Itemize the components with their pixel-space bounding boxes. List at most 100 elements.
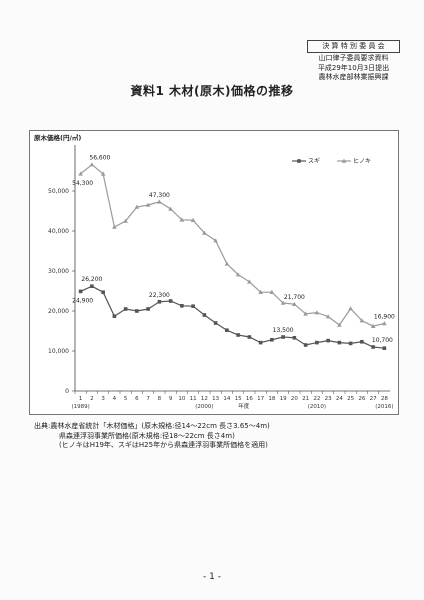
data-point-sugi [157, 300, 162, 304]
data-point-hinoki [314, 310, 320, 315]
data-point-sugi [292, 336, 297, 340]
x-tick-label: 2 [90, 396, 94, 402]
data-point-sugi [180, 304, 184, 308]
x-tick-label: 25 [347, 396, 354, 402]
era-label: (2016) [375, 404, 393, 410]
data-label: 22,300 [149, 292, 170, 299]
data-point-sugi [213, 321, 218, 325]
x-tick-label: 7 [146, 396, 150, 402]
data-point-sugi [146, 307, 150, 311]
data-point-hinoki [179, 217, 185, 222]
data-point-sugi [191, 304, 195, 308]
data-point-hinoki [258, 289, 263, 294]
committee-name: 決 算 特 別 委 員 会 [307, 40, 400, 54]
x-tick-label: 20 [291, 396, 298, 402]
x-tick-label: 16 [246, 396, 253, 402]
series-line-hinoki [80, 163, 385, 327]
legend-label: ヒノキ [353, 158, 371, 165]
data-point-sugi [112, 314, 117, 318]
y-tick-label: 0 [65, 388, 69, 395]
data-label: 47,300 [149, 192, 170, 199]
x-tick-label: 10 [178, 396, 185, 402]
y-tick-label: 40,000 [48, 228, 69, 235]
legend-marker-sugi [297, 159, 301, 163]
data-point-sugi [168, 299, 173, 303]
data-point-hinoki [235, 272, 241, 277]
y-axis-label: 原木価格(円/㎥) [34, 133, 81, 142]
data-point-hinoki [145, 202, 151, 207]
data-point-sugi [348, 341, 353, 346]
data-point-hinoki [190, 217, 196, 222]
data-label: 13,500 [273, 327, 294, 334]
data-label: 26,200 [81, 276, 102, 283]
x-tick-label: 23 [325, 396, 332, 402]
data-point-hinoki [89, 162, 95, 167]
data-point-sugi [303, 343, 308, 347]
data-point-sugi [135, 309, 139, 313]
x-tick-label: 28 [381, 396, 388, 402]
data-point-sugi [337, 340, 342, 345]
x-tick-label: 24 [336, 396, 343, 402]
data-point-hinoki [134, 204, 140, 209]
data-point-sugi [101, 290, 105, 294]
data-point-sugi [270, 338, 274, 342]
data-label: 54,300 [72, 180, 93, 187]
x-tick-label: 14 [223, 396, 230, 402]
data-label: 16,900 [374, 313, 395, 320]
source-line-2: 県森連浮羽事業所価格(原木規格:径18〜22cm 長さ4m) [59, 431, 235, 440]
submission-stamp: 決 算 特 別 委 員 会 山口律子委員要求資料 平成29年10月3日提出 農林… [307, 40, 400, 83]
data-point-sugi [371, 345, 375, 349]
data-point-hinoki [100, 171, 106, 176]
source-notes: 出典:農林水産省統計「木材価格」(原木規格:径14〜22cm 長さ3.65〜4m… [34, 422, 404, 451]
data-point-hinoki [123, 218, 128, 223]
x-tick-label: 4 [113, 396, 117, 402]
data-point-sugi [315, 340, 319, 345]
x-tick-label: 13 [212, 396, 219, 402]
x-tick-label: 21 [302, 396, 309, 402]
data-point-hinoki [280, 300, 286, 305]
stamp-line-department: 農林水産部林業振興課 [318, 73, 389, 82]
stamp-line-requester: 山口律子委員要求資料 [318, 54, 389, 63]
era-label: (2000) [195, 404, 213, 410]
source-line-1: 出典:農林水産省統計「木材価格」(原木規格:径14〜22cm 長さ3.65〜4m… [34, 422, 270, 430]
x-tick-label: 18 [268, 396, 275, 402]
data-point-hinoki [359, 318, 365, 323]
data-point-sugi [90, 284, 94, 288]
x-tick-label: 26 [358, 396, 365, 402]
x-tick-label: 9 [169, 396, 173, 402]
data-point-hinoki [247, 279, 252, 284]
data-point-sugi [247, 335, 252, 339]
chart-frame: 原木価格(円/㎥) 0 10,000 20,000 30,000 40,000 50,000… [29, 130, 399, 415]
data-point-sugi [360, 340, 364, 344]
y-tick-label: 30,000 [48, 268, 69, 275]
y-tick-label: 10,000 [48, 348, 69, 355]
data-point-hinoki [370, 323, 376, 328]
legend-marker-hinoki [341, 158, 347, 163]
x-tick-label: 17 [257, 396, 264, 402]
y-tick-label: 50,000 [48, 188, 69, 195]
series-line-sugi [80, 285, 385, 349]
data-point-sugi [78, 289, 83, 294]
x-tick-label: 1 [79, 396, 83, 402]
data-point-hinoki [292, 301, 297, 306]
x-tick-label: 6 [135, 396, 139, 402]
data-point-hinoki [303, 311, 308, 316]
x-tick-label: 19 [280, 396, 287, 402]
data-point-sugi [326, 338, 330, 343]
x-tick-label: 3 [101, 396, 105, 402]
data-point-hinoki [348, 306, 353, 311]
data-point-hinoki [168, 206, 173, 211]
x-axis-label: 年度 [238, 402, 250, 410]
data-label: 24,900 [72, 297, 93, 304]
data-point-sugi [281, 335, 285, 339]
data-label: 56,600 [89, 155, 110, 162]
data-point-sugi [382, 346, 387, 350]
era-label: (2010) [308, 404, 326, 410]
legend-label: スギ [308, 158, 320, 165]
x-tick-label: 5 [124, 396, 128, 402]
data-point-hinoki [224, 261, 230, 266]
era-label: (1989) [71, 404, 89, 410]
data-point-hinoki [202, 230, 207, 235]
data-label: 21,700 [284, 294, 305, 301]
x-tick-label: 22 [313, 396, 320, 402]
